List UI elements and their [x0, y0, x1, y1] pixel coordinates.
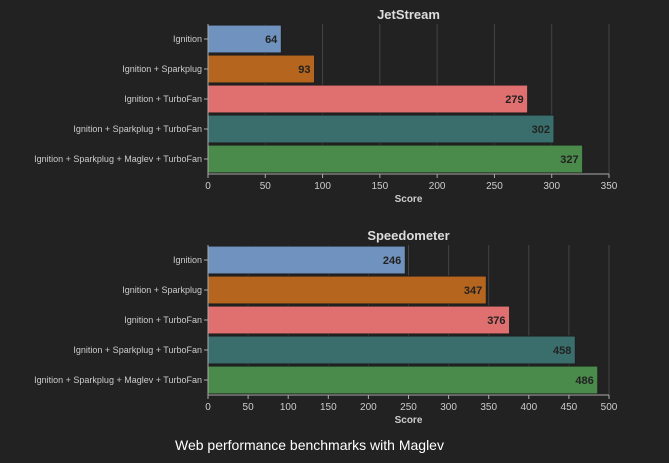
bar-value-label: 486: [575, 375, 593, 387]
x-tick-label: 0: [205, 181, 211, 192]
x-tick-label: 150: [372, 181, 389, 192]
chart-1: Speedometer 246 Ignition 347 Ignition + Spar…: [34, 228, 618, 426]
bar-value-label: 302: [532, 124, 550, 136]
x-tick-label: 200: [429, 181, 446, 192]
category-label: Ignition + Sparkplug: [122, 285, 202, 295]
bar: [207, 305, 511, 335]
x-tick-label: 50: [260, 181, 272, 192]
x-tick-label: 200: [360, 402, 377, 413]
x-tick-label: 50: [243, 402, 255, 413]
category-label: Ignition + TurboFan: [124, 94, 202, 104]
bar-value-label: 376: [487, 315, 505, 327]
x-axis-label: Score: [395, 194, 423, 205]
bar-value-label: 279: [505, 94, 523, 106]
bar: [207, 144, 584, 174]
x-tick-label: 500: [601, 402, 618, 413]
bar: [207, 275, 487, 305]
x-tick-label: 300: [543, 181, 560, 192]
category-label: Ignition + Sparkplug + Maglev + TurboFan: [34, 154, 202, 164]
category-label: Ignition + Sparkplug + TurboFan: [73, 345, 202, 355]
x-tick-label: 100: [280, 402, 297, 413]
bar: [207, 54, 316, 84]
x-axis-label: Score: [395, 415, 423, 426]
figure-caption: Web performance benchmarks with Maglev: [175, 437, 444, 453]
bar: [207, 365, 599, 395]
bar-value-label: 458: [553, 345, 571, 357]
category-label: Ignition + Sparkplug: [122, 64, 202, 74]
x-tick-label: 400: [520, 402, 537, 413]
x-tick-label: 0: [205, 402, 211, 413]
x-tick-label: 250: [400, 402, 417, 413]
x-tick-label: 450: [561, 402, 578, 413]
chart-0: JetStream 64 Ignition 93 Ignition + Sparkplu…: [34, 7, 618, 205]
chart-title: JetStream: [377, 7, 440, 22]
x-tick-label: 300: [440, 402, 457, 413]
bar-value-label: 93: [298, 64, 310, 76]
benchmark-figure: JetStream 64 Ignition 93 Ignition + Sparkplu…: [34, 7, 618, 426]
bar-value-label: 246: [383, 255, 401, 267]
x-tick-label: 100: [314, 181, 331, 192]
x-tick-label: 350: [480, 402, 497, 413]
bar: [207, 84, 529, 114]
category-label: Ignition + TurboFan: [124, 315, 202, 325]
bar: [207, 114, 555, 144]
x-tick-label: 350: [601, 181, 618, 192]
x-tick-label: 250: [486, 181, 503, 192]
category-label: Ignition: [173, 34, 202, 44]
category-label: Ignition + Sparkplug + Maglev + TurboFan: [34, 375, 202, 385]
bar-value-label: 347: [464, 285, 482, 297]
bar: [207, 245, 406, 275]
category-label: Ignition: [173, 255, 202, 265]
bar-value-label: 64: [265, 34, 278, 46]
bar-value-label: 327: [560, 154, 578, 166]
category-label: Ignition + Sparkplug + TurboFan: [73, 124, 202, 134]
x-tick-label: 150: [320, 402, 337, 413]
chart-title: Speedometer: [367, 228, 449, 243]
bar: [207, 335, 576, 365]
